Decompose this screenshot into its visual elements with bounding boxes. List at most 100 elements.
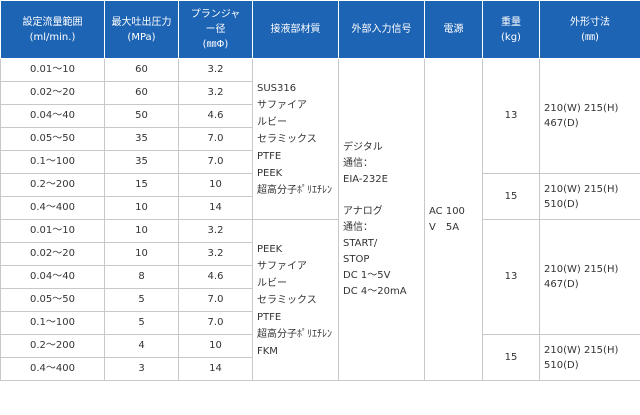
dims-cell: 210(W) 215(H) 510(D)	[539, 173, 640, 220]
material-item: サファイア	[257, 99, 307, 111]
material-item: セラミックス	[257, 133, 317, 145]
pressure-cell: 60	[104, 81, 179, 105]
signal-line: EIA-232E	[343, 173, 388, 185]
table-row: 0.1～100 35 7.0	[0, 150, 640, 174]
plunger-cell: 7.0	[178, 288, 253, 312]
pressure-cell: 15	[104, 173, 179, 197]
weight-cell: 13	[482, 219, 540, 335]
plunger-cell: 14	[178, 357, 253, 381]
plunger-cell: 7.0	[178, 311, 253, 335]
header-dims-label: 外形寸法	[570, 16, 610, 28]
dims-cell: 210(W) 215(H) 467(D)	[539, 219, 640, 335]
dims-line: 510(D)	[544, 359, 579, 371]
pressure-cell: 10	[104, 242, 179, 266]
dims-line: 467(D)	[544, 279, 579, 290]
pressure-cell: 10	[104, 196, 179, 220]
dims-cell: 210(W) 215(H) 467(D)	[539, 58, 640, 174]
plunger-cell: 7.0	[178, 127, 253, 151]
flow-cell: 0.05～50	[0, 127, 105, 151]
pressure-cell: 50	[104, 104, 179, 128]
plunger-cell: 4.6	[178, 265, 253, 289]
plunger-cell: 10	[178, 334, 253, 358]
pressure-cell: 5	[104, 288, 179, 312]
plunger-cell: 3.2	[178, 81, 253, 105]
header-pressure-unit: (MPa)	[127, 31, 156, 43]
plunger-cell: 4.6	[178, 104, 253, 128]
header-plunger-label-2: ー径	[205, 24, 226, 35]
material-item: PTFE	[257, 311, 282, 323]
pressure-cell: 35	[104, 127, 179, 151]
flow-cell: 0.4～400	[0, 357, 105, 381]
flow-cell: 0.05～50	[0, 288, 105, 312]
material-item: サファイア	[257, 260, 307, 272]
signal-line: デジタル	[343, 141, 383, 153]
header-flow-unit: (ml/min.)	[29, 31, 76, 43]
weight-cell: 15	[482, 334, 540, 381]
header-plunger-label-1: プランジャ	[190, 9, 241, 20]
material-cell-group1: SUS316 サファイア ルビー セラミックス PTFE PEEK 超高分子ﾎﾟ…	[252, 58, 339, 220]
header-flow-label: 設定流量範囲	[22, 16, 83, 28]
plunger-cell: 3.2	[178, 219, 253, 243]
table-row: 0.2～200 15 10 15 210(W) 215(H) 510(D)	[0, 173, 640, 220]
flow-cell: 0.4～400	[0, 196, 105, 220]
dims-line: 467(D)	[544, 118, 579, 129]
signal-cell: デジタル 通信： EIA-232E アナログ 通信： START/ STOP D…	[338, 58, 425, 381]
flow-cell: 0.01～10	[0, 58, 105, 82]
flow-cell: 0.02～20	[0, 81, 105, 105]
header-plunger-diameter: プランジャ ー径 (㎜Φ)	[178, 0, 253, 59]
power-line: AC 100	[429, 205, 465, 217]
power-line: V 5A	[429, 221, 460, 233]
flow-cell: 0.1～100	[0, 150, 105, 174]
header-row: 設定流量範囲 (ml/min.) 最大吐出圧力 (MPa) プランジャ ー径 (…	[0, 0, 640, 59]
pressure-cell: 4	[104, 334, 179, 358]
flow-cell: 0.04～40	[0, 265, 105, 289]
material-item: ルビー	[257, 116, 287, 128]
header-external-signal: 外部入力信号	[338, 0, 425, 59]
weight-cell: 15	[482, 173, 540, 220]
dims-line: 210(W) 215(H)	[544, 344, 619, 356]
power-cell: AC 100 V 5A	[424, 58, 483, 381]
table-row: 0.4～400 10 14	[0, 196, 640, 220]
pressure-cell: 5	[104, 311, 179, 335]
header-dimensions: 外形寸法 (㎜)	[539, 0, 640, 59]
material-item: PEEK	[257, 243, 283, 255]
pressure-cell: 10	[104, 219, 179, 243]
flow-cell: 0.02～20	[0, 242, 105, 266]
plunger-cell: 14	[178, 196, 253, 220]
header-weight: 重量 (kg)	[482, 0, 540, 59]
table-row: 0.02～20 10 3.2	[0, 242, 640, 266]
signal-line: STOP	[343, 253, 370, 265]
material-item: FKM	[257, 345, 278, 357]
weight-cell: 13	[482, 58, 540, 174]
material-item: ルビー	[257, 277, 287, 289]
flow-cell: 0.2～200	[0, 173, 105, 197]
flow-cell: 0.04～40	[0, 104, 105, 128]
table-row: 0.04～40 50 4.6	[0, 104, 640, 128]
header-wetted-material: 接液部材質	[252, 0, 339, 59]
table-row: 0.01～10 10 3.2 PEEK サファイア ルビー セラミックス PTF…	[0, 219, 640, 381]
header-max-pressure: 最大吐出圧力 (MPa)	[104, 0, 179, 59]
pressure-cell: 60	[104, 58, 179, 82]
material-item: SUS316	[257, 82, 297, 94]
dims-line: 210(W) 215(H)	[544, 183, 619, 195]
header-dims-unit: (㎜)	[581, 31, 599, 43]
pressure-cell: 3	[104, 357, 179, 381]
table-row: 0.01～10 60 3.2 SUS316 サファイア ルビー セラミックス P…	[0, 58, 640, 381]
header-weight-label: 重量	[501, 16, 521, 28]
flow-cell: 0.01～10	[0, 219, 105, 243]
plunger-cell: 10	[178, 173, 253, 197]
plunger-cell: 3.2	[178, 242, 253, 266]
table-row: 0.2～200 4 10 15 210(W) 215(H) 510(D)	[0, 334, 640, 381]
plunger-cell: 7.0	[178, 150, 253, 174]
dims-line: 210(W) 215(H)	[544, 264, 619, 275]
plunger-cell: 3.2	[178, 58, 253, 82]
dims-line: 510(D)	[544, 198, 579, 210]
signal-line: 通信：	[343, 157, 373, 169]
material-item: 超高分子ﾎﾟﾘｴﾁﾚﾝ	[257, 328, 332, 340]
header-flow-range: 設定流量範囲 (ml/min.)	[0, 0, 105, 59]
flow-cell: 0.1～100	[0, 311, 105, 335]
material-item: セラミックス	[257, 294, 317, 306]
material-cell-group2: PEEK サファイア ルビー セラミックス PTFE 超高分子ﾎﾟﾘｴﾁﾚﾝ F…	[252, 219, 339, 381]
flow-cell: 0.2～200	[0, 334, 105, 358]
signal-line: DC 1～5V	[343, 269, 391, 281]
